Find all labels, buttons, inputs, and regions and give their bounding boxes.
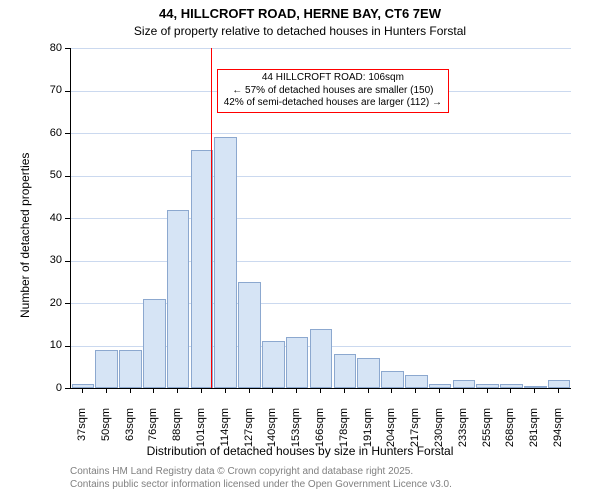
x-tick-mark (344, 388, 345, 393)
x-tick-mark (415, 388, 416, 393)
x-tick-label: 191sqm (362, 408, 374, 468)
histogram-bar (72, 384, 95, 388)
plot-area: 44 HILLCROFT ROAD: 106sqm← 57% of detach… (70, 48, 571, 389)
x-tick-mark (272, 388, 273, 393)
footer-attribution: Contains HM Land Registry data © Crown c… (70, 466, 452, 491)
y-tick-mark (65, 218, 70, 219)
x-tick-mark (82, 388, 83, 393)
x-tick-mark (225, 388, 226, 393)
y-tick-label: 0 (32, 382, 62, 394)
x-tick-label: 166sqm (314, 408, 326, 468)
histogram-bar (357, 358, 380, 388)
y-tick-mark (65, 91, 70, 92)
x-tick-mark (463, 388, 464, 393)
y-tick-mark (65, 261, 70, 262)
x-tick-mark (439, 388, 440, 393)
histogram-bar (286, 337, 309, 388)
x-tick-label: 153sqm (290, 408, 302, 468)
x-tick-mark (177, 388, 178, 393)
x-tick-mark (201, 388, 202, 393)
x-tick-label: 101sqm (195, 408, 207, 468)
x-tick-label: 217sqm (409, 408, 421, 468)
gridline (71, 218, 571, 219)
y-tick-mark (65, 346, 70, 347)
histogram-bar (143, 299, 166, 388)
x-tick-label: 255sqm (481, 408, 493, 468)
histogram-bar (262, 341, 285, 388)
histogram-bar (167, 210, 190, 389)
x-tick-label: 204sqm (385, 408, 397, 468)
histogram-bar (548, 380, 571, 389)
chart-title-line2: Size of property relative to detached ho… (0, 24, 600, 38)
histogram-bar (214, 137, 237, 388)
annotation-line2: ← 57% of detached houses are smaller (15… (224, 85, 442, 98)
histogram-bar (453, 380, 476, 389)
x-tick-label: 233sqm (457, 408, 469, 468)
x-tick-label: 230sqm (433, 408, 445, 468)
x-tick-mark (296, 388, 297, 393)
x-tick-mark (534, 388, 535, 393)
y-tick-mark (65, 303, 70, 304)
x-tick-mark (391, 388, 392, 393)
y-tick-label: 50 (32, 169, 62, 181)
x-tick-mark (510, 388, 511, 393)
chart-title-line1: 44, HILLCROFT ROAD, HERNE BAY, CT6 7EW (0, 6, 600, 21)
x-tick-mark (153, 388, 154, 393)
y-tick-label: 60 (32, 127, 62, 139)
y-tick-label: 70 (32, 84, 62, 96)
x-tick-mark (487, 388, 488, 393)
gridline (71, 133, 571, 134)
x-tick-mark (320, 388, 321, 393)
y-tick-label: 20 (32, 297, 62, 309)
histogram-bar (95, 350, 118, 388)
x-tick-mark (130, 388, 131, 393)
y-tick-mark (65, 388, 70, 389)
x-tick-label: 114sqm (219, 408, 231, 468)
y-axis-label: Number of detached properties (18, 153, 32, 318)
reference-line (211, 48, 212, 388)
annotation-box: 44 HILLCROFT ROAD: 106sqm← 57% of detach… (217, 69, 449, 113)
histogram-bar (405, 375, 428, 388)
annotation-line3: 42% of semi-detached houses are larger (… (224, 97, 442, 110)
gridline (71, 48, 571, 49)
footer-line2: Contains public sector information licen… (70, 479, 452, 492)
x-tick-label: 88sqm (171, 408, 183, 468)
histogram-bar (119, 350, 142, 388)
gridline (71, 261, 571, 262)
x-tick-label: 140sqm (266, 408, 278, 468)
x-tick-mark (368, 388, 369, 393)
x-tick-label: 50sqm (100, 408, 112, 468)
histogram-bar (310, 329, 333, 389)
y-tick-label: 10 (32, 339, 62, 351)
y-tick-mark (65, 176, 70, 177)
x-tick-mark (558, 388, 559, 393)
x-tick-label: 37sqm (76, 408, 88, 468)
annotation-line1: 44 HILLCROFT ROAD: 106sqm (224, 72, 442, 85)
x-tick-mark (249, 388, 250, 393)
y-tick-label: 30 (32, 254, 62, 266)
histogram-bar (238, 282, 261, 388)
histogram-bar (381, 371, 404, 388)
y-tick-label: 40 (32, 212, 62, 224)
x-tick-label: 127sqm (243, 408, 255, 468)
x-tick-label: 178sqm (338, 408, 350, 468)
x-tick-label: 268sqm (504, 408, 516, 468)
x-tick-label: 294sqm (552, 408, 564, 468)
y-tick-mark (65, 48, 70, 49)
x-tick-mark (106, 388, 107, 393)
x-tick-label: 281sqm (528, 408, 540, 468)
y-tick-label: 80 (32, 42, 62, 54)
y-tick-mark (65, 133, 70, 134)
x-tick-label: 76sqm (147, 408, 159, 468)
gridline (71, 176, 571, 177)
x-tick-label: 63sqm (124, 408, 136, 468)
histogram-bar (334, 354, 357, 388)
chart-container: 44, HILLCROFT ROAD, HERNE BAY, CT6 7EW S… (0, 0, 600, 500)
